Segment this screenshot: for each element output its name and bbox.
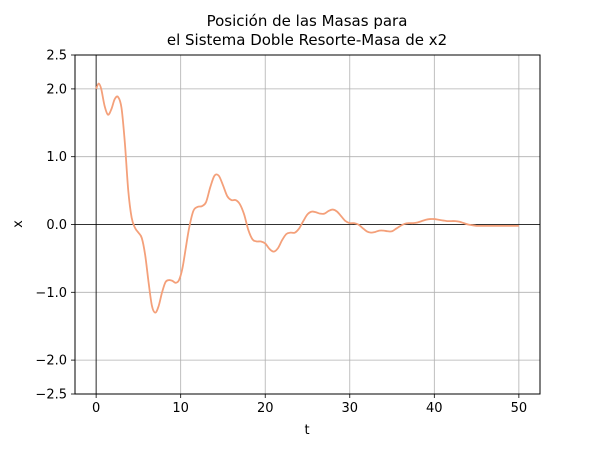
- y-tick-label-1: −2.0: [35, 354, 67, 369]
- y-tick-label-3: 0.0: [46, 218, 67, 233]
- y-tick-label-2: −1.0: [35, 286, 67, 301]
- x-tick-label-1: 10: [172, 401, 189, 416]
- chart-title: Posición de las Masas para el Sistema Do…: [167, 12, 447, 49]
- chart-title-line-2: el Sistema Doble Resorte-Masa de x2: [167, 31, 447, 49]
- x-axis-ticks: 0 10 20 30 40 50: [92, 394, 527, 416]
- y-axis-label: x: [11, 220, 26, 228]
- y-tick-label-6: 2.5: [46, 49, 67, 64]
- series-layer: [95, 82, 519, 314]
- reference-lines: [75, 55, 540, 394]
- y-tick-label-5: 2.0: [46, 82, 67, 97]
- y-axis-ticks: −2.5 −2.0 −1.0 0.0 1.0 2.0 2.5: [35, 49, 75, 403]
- chart-title-line-1: Posición de las Masas para: [207, 12, 408, 30]
- y-tick-label-4: 1.0: [46, 150, 67, 165]
- x-tick-label-0: 0: [92, 401, 100, 416]
- y-tick-label-0: −2.5: [35, 388, 67, 403]
- series-line-0: [95, 82, 519, 314]
- x-tick-label-2: 20: [257, 401, 274, 416]
- x-tick-label-4: 40: [426, 401, 443, 416]
- x-axis-label: t: [304, 423, 309, 438]
- x-tick-label-3: 30: [341, 401, 358, 416]
- x-tick-label-5: 50: [511, 401, 528, 416]
